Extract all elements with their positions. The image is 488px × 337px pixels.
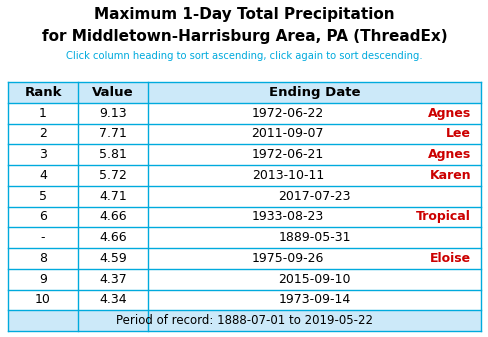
Text: 4.34: 4.34 [99, 294, 126, 306]
Bar [8, 310, 480, 331]
Text: 5.72: 5.72 [99, 169, 127, 182]
Text: 9: 9 [39, 273, 47, 286]
Text: Maximum 1-Day Total Precipitation: Maximum 1-Day Total Precipitation [94, 7, 394, 22]
Text: 1972-06-21: 1972-06-21 [251, 148, 324, 161]
Text: Agnes: Agnes [427, 148, 470, 161]
Text: Lee: Lee [445, 127, 470, 141]
Text: 6: 6 [39, 210, 47, 223]
Text: 5: 5 [39, 190, 47, 203]
Text: 1973-09-14: 1973-09-14 [278, 294, 350, 306]
Text: Tropical: Tropical [415, 210, 470, 223]
Text: 9.13: 9.13 [99, 106, 126, 120]
Text: 4.37: 4.37 [99, 273, 126, 286]
Text: 3: 3 [39, 148, 47, 161]
Bar [8, 165, 480, 186]
Text: 2013-10-11: 2013-10-11 [251, 169, 324, 182]
Text: 8: 8 [39, 252, 47, 265]
Bar [8, 227, 480, 248]
Text: 2017-07-23: 2017-07-23 [278, 190, 350, 203]
Bar [8, 269, 480, 289]
Bar [8, 207, 480, 227]
Text: Value: Value [92, 86, 134, 99]
Text: -: - [41, 231, 45, 244]
Text: 4.59: 4.59 [99, 252, 126, 265]
Text: 4.66: 4.66 [99, 231, 126, 244]
Text: 4: 4 [39, 169, 47, 182]
Text: 1975-09-26: 1975-09-26 [251, 252, 324, 265]
Text: 10: 10 [35, 294, 51, 306]
Text: 5.81: 5.81 [99, 148, 127, 161]
Text: 4.71: 4.71 [99, 190, 126, 203]
Text: 1889-05-31: 1889-05-31 [278, 231, 350, 244]
Text: Period of record: 1888-07-01 to 2019-05-22: Period of record: 1888-07-01 to 2019-05-… [116, 314, 372, 327]
Text: 2011-09-07: 2011-09-07 [251, 127, 324, 141]
Text: 4.66: 4.66 [99, 210, 126, 223]
Bar [8, 186, 480, 207]
Text: 2015-09-10: 2015-09-10 [278, 273, 350, 286]
Text: 2: 2 [39, 127, 47, 141]
Text: 1933-08-23: 1933-08-23 [251, 210, 324, 223]
Bar [8, 248, 480, 269]
Bar [8, 144, 480, 165]
Bar [8, 123, 480, 144]
Text: Eloise: Eloise [429, 252, 470, 265]
Text: Ending Date: Ending Date [268, 86, 360, 99]
Text: Rank: Rank [24, 86, 61, 99]
Bar [8, 82, 480, 103]
Text: Click column heading to sort ascending, click again to sort descending.: Click column heading to sort ascending, … [66, 51, 422, 61]
Text: 1: 1 [39, 106, 47, 120]
Text: 1972-06-22: 1972-06-22 [251, 106, 324, 120]
Bar [8, 289, 480, 310]
Text: Karen: Karen [428, 169, 470, 182]
Text: 7.71: 7.71 [99, 127, 127, 141]
Text: for Middletown-Harrisburg Area, PA (ThreadEx): for Middletown-Harrisburg Area, PA (Thre… [41, 29, 447, 44]
Bar [8, 103, 480, 123]
Text: Agnes: Agnes [427, 106, 470, 120]
